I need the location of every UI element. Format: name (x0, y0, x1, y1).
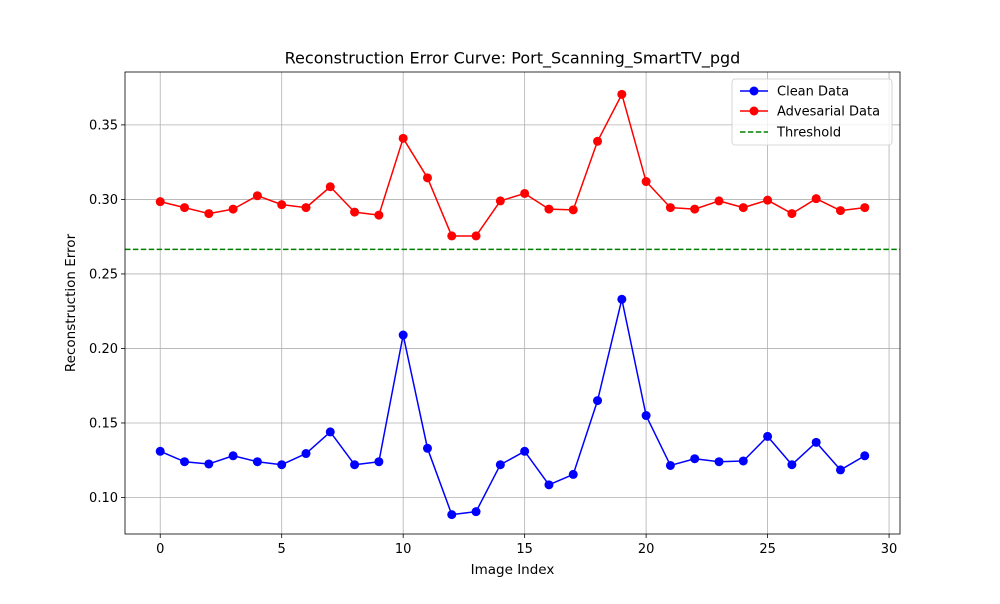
data-point-advesarial-data (860, 203, 870, 213)
data-point-clean-data (811, 437, 821, 447)
x-tick-label: 15 (516, 542, 533, 557)
y-axis-label: Reconstruction Error (63, 233, 79, 372)
data-point-advesarial-data (204, 209, 214, 219)
legend-marker-advesarial-data (749, 106, 759, 116)
data-point-clean-data (471, 507, 481, 517)
plot-area-frame (124, 71, 901, 535)
legend-marker-clean-data (749, 86, 759, 96)
data-point-advesarial-data (835, 206, 845, 216)
data-point-clean-data (714, 457, 724, 467)
data-point-clean-data (860, 451, 870, 461)
data-point-clean-data (447, 510, 457, 520)
data-point-advesarial-data (301, 203, 311, 213)
data-point-clean-data (398, 330, 408, 340)
data-point-advesarial-data (714, 196, 724, 206)
x-axis: 0 5 10 15 20 25 30 (156, 534, 897, 557)
data-point-clean-data (665, 460, 675, 470)
data-point-clean-data (520, 446, 530, 456)
data-point-advesarial-data (350, 207, 360, 217)
data-point-advesarial-data (471, 231, 481, 241)
data-point-clean-data (325, 427, 335, 437)
data-point-advesarial-data (495, 196, 505, 206)
data-point-clean-data (422, 443, 432, 453)
data-point-advesarial-data (690, 204, 700, 214)
x-tick-label: 20 (638, 542, 655, 557)
data-point-advesarial-data (738, 203, 748, 213)
data-point-advesarial-data (544, 204, 554, 214)
y-tick-label: 0.20 (89, 342, 118, 357)
data-point-advesarial-data (641, 177, 651, 187)
legend: Clean Data Advesarial Data Threshold (731, 78, 893, 146)
data-point-advesarial-data (763, 195, 773, 205)
data-point-clean-data (568, 469, 578, 479)
y-tick-label: 0.35 (89, 118, 118, 133)
series-layer (155, 89, 870, 520)
legend-label-advesarial-data: Advesarial Data (777, 105, 880, 120)
data-point-clean-data (228, 451, 238, 461)
y-tick-label: 0.10 (89, 491, 118, 506)
data-point-advesarial-data (568, 205, 578, 215)
x-axis-label: Image Index (471, 562, 555, 578)
data-point-clean-data (204, 459, 214, 469)
data-point-clean-data (155, 446, 165, 456)
data-point-advesarial-data (593, 136, 603, 146)
y-tick-label: 0.15 (89, 416, 118, 431)
data-point-clean-data (252, 457, 262, 467)
data-point-advesarial-data (520, 188, 530, 198)
data-point-advesarial-data (325, 182, 335, 192)
data-point-clean-data (180, 457, 190, 467)
data-point-clean-data (301, 449, 311, 459)
legend-label-threshold: Threshold (776, 126, 841, 141)
x-tick-label: 0 (156, 542, 164, 557)
data-point-clean-data (738, 456, 748, 466)
data-point-advesarial-data (374, 210, 384, 220)
data-point-clean-data (690, 454, 700, 464)
legend-frame (731, 78, 893, 146)
chart-title: Reconstruction Error Curve: Port_Scannin… (285, 49, 741, 69)
data-point-clean-data (544, 480, 554, 490)
x-tick-label: 25 (759, 542, 776, 557)
data-point-advesarial-data (398, 133, 408, 143)
data-point-advesarial-data (277, 200, 287, 210)
y-tick-label: 0.25 (89, 267, 118, 282)
data-point-advesarial-data (447, 231, 457, 241)
data-point-advesarial-data (811, 194, 821, 204)
data-point-advesarial-data (180, 203, 190, 213)
data-point-advesarial-data (228, 204, 238, 214)
series-line-clean-data (159, 298, 866, 516)
data-point-advesarial-data (252, 191, 262, 201)
data-point-advesarial-data (617, 89, 627, 99)
data-point-clean-data (617, 294, 627, 304)
data-point-clean-data (277, 460, 287, 470)
data-point-clean-data (835, 465, 845, 475)
y-axis: 0.10 0.15 0.20 0.25 0.30 0.35 (89, 118, 125, 506)
y-tick-label: 0.30 (89, 193, 118, 208)
data-point-clean-data (641, 411, 651, 421)
data-point-advesarial-data (422, 173, 432, 183)
data-point-clean-data (374, 457, 384, 467)
data-point-advesarial-data (155, 197, 165, 207)
data-point-clean-data (593, 396, 603, 406)
data-point-clean-data (495, 460, 505, 470)
x-tick-label: 10 (395, 542, 412, 557)
data-point-clean-data (350, 460, 360, 470)
data-point-advesarial-data (665, 203, 675, 213)
x-tick-label: 30 (881, 542, 898, 557)
legend-label-clean-data: Clean Data (777, 85, 849, 100)
x-tick-label: 5 (278, 542, 286, 557)
data-point-advesarial-data (787, 209, 797, 219)
data-point-clean-data (787, 460, 797, 470)
data-point-clean-data (763, 431, 773, 441)
